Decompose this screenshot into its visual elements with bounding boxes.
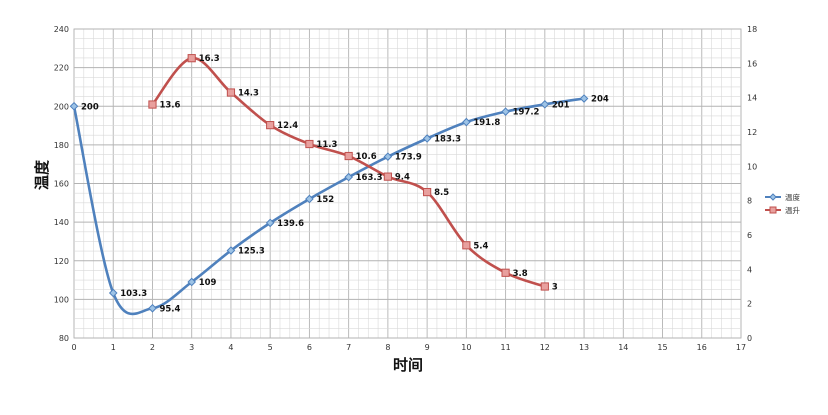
x-tick-label: 7 <box>346 343 351 352</box>
data-label: 173.9 <box>395 153 422 163</box>
data-point-rise <box>344 151 353 161</box>
label-layer: 200 103.3 95.4 109 125.3 139.6 152 163.3 173.9 18… <box>81 54 609 314</box>
data-point-temperature <box>305 194 314 204</box>
y2-tick-label: 4 <box>747 265 752 274</box>
x-tick-label: 17 <box>736 343 746 352</box>
x-tick-label: 5 <box>268 343 273 352</box>
data-label: 8.5 <box>434 188 449 198</box>
x-tick-label: 16 <box>697 343 707 352</box>
data-point-temperature <box>540 100 550 109</box>
x-tick-label: 2 <box>150 343 155 352</box>
data-label: 9.4 <box>395 173 410 183</box>
y-tick-label: 240 <box>54 25 69 34</box>
data-point-temperature <box>344 172 353 182</box>
x-tick-label: 3 <box>189 343 194 352</box>
data-point-rise <box>462 241 471 250</box>
data-label: 16.3 <box>199 54 220 64</box>
x-tick-label: 1 <box>111 343 116 352</box>
y-tick-label: 180 <box>54 141 69 150</box>
data-label: 152 <box>316 195 334 205</box>
data-label: 103.3 <box>120 289 147 299</box>
x-tick-label: 14 <box>618 343 628 352</box>
data-point-rise <box>383 172 392 181</box>
data-label: 183.3 <box>434 135 461 145</box>
y2-tick-label: 14 <box>747 94 757 103</box>
y-tick-label: 100 <box>54 295 69 304</box>
data-label: 3.8 <box>513 269 528 279</box>
data-label: 139.6 <box>277 219 304 229</box>
data-point-temperature <box>187 277 197 287</box>
x-tick-label: 12 <box>540 343 550 352</box>
data-label: 191.8 <box>473 118 500 128</box>
data-point-temperature <box>383 152 393 161</box>
data-point-rise <box>187 54 196 63</box>
legend-marker-0 <box>769 193 777 201</box>
x-tick-label: 10 <box>461 343 471 352</box>
data-label: 3 <box>552 283 558 293</box>
y2-tick-label: 8 <box>747 197 752 206</box>
legend-label-0: 温度 <box>785 192 800 202</box>
y2-tick-label: 10 <box>747 162 757 171</box>
data-label: 204 <box>591 95 609 105</box>
y-tick-label: 120 <box>54 257 69 266</box>
data-label: 125.3 <box>238 247 265 257</box>
y-tick-label: 220 <box>54 64 69 73</box>
data-label: 95.4 <box>159 304 180 314</box>
y2-tick-label: 16 <box>747 59 757 68</box>
x-tick-label: 4 <box>228 343 233 352</box>
data-point-rise <box>501 268 510 277</box>
data-label: 12.4 <box>277 121 298 131</box>
data-point-temperature <box>69 101 79 111</box>
data-point-rise <box>266 121 275 130</box>
data-label: 201 <box>552 100 570 110</box>
x-tick-label: 11 <box>500 343 510 352</box>
data-label: 10.6 <box>356 152 377 162</box>
data-point-temperature <box>422 134 432 143</box>
y2-tick-label: 18 <box>747 25 757 34</box>
x-tick-label: 8 <box>385 343 390 352</box>
data-point-temperature <box>226 246 236 255</box>
data-point-rise <box>540 282 549 291</box>
data-point-temperature <box>108 288 118 298</box>
data-point-temperature <box>462 117 471 127</box>
x-tick-label: 0 <box>71 343 76 352</box>
y2-tick-label: 2 <box>747 300 752 309</box>
y-axis-title: 温度 <box>33 159 51 190</box>
y-tick-label: 140 <box>54 218 69 227</box>
x-tick-label: 9 <box>425 343 430 352</box>
data-label: 11.3 <box>316 140 337 150</box>
y2-tick-label: 12 <box>747 128 757 137</box>
data-point-temperature <box>148 303 157 313</box>
data-point-rise <box>423 187 432 197</box>
data-point-rise <box>226 88 236 97</box>
data-point-temperature <box>579 94 589 103</box>
data-point-temperature <box>265 218 275 228</box>
y2-tick-label: 0 <box>747 334 752 343</box>
x-tick-label: 6 <box>307 343 312 352</box>
data-label: 5.4 <box>473 241 488 251</box>
data-label: 13.6 <box>159 101 180 111</box>
series-layer <box>69 54 589 316</box>
data-point-rise <box>148 100 157 109</box>
data-label: 163.3 <box>356 173 383 183</box>
y-tick-label: 80 <box>59 334 69 343</box>
data-label: 200 <box>81 102 99 112</box>
data-label: 14.3 <box>238 89 259 99</box>
data-point-rise <box>305 139 314 149</box>
data-label: 197.2 <box>513 108 540 118</box>
legend-label-1: 温升 <box>785 206 800 215</box>
y-tick-label: 200 <box>54 102 69 111</box>
legend-marker-1 <box>769 206 777 214</box>
data-point-temperature <box>501 107 510 116</box>
y-tick-label: 160 <box>54 180 69 189</box>
x-tick-label: 15 <box>657 343 667 352</box>
x-tick-label: 13 <box>579 343 589 352</box>
data-label: 109 <box>199 278 217 288</box>
x-axis-title: 时间 <box>393 356 423 374</box>
axis-layer: 0 1 2 3 4 5 6 7 8 9 10 11 12 13 14 15 16 1780100120140160… <box>54 25 757 352</box>
y2-tick-label: 6 <box>747 231 752 240</box>
